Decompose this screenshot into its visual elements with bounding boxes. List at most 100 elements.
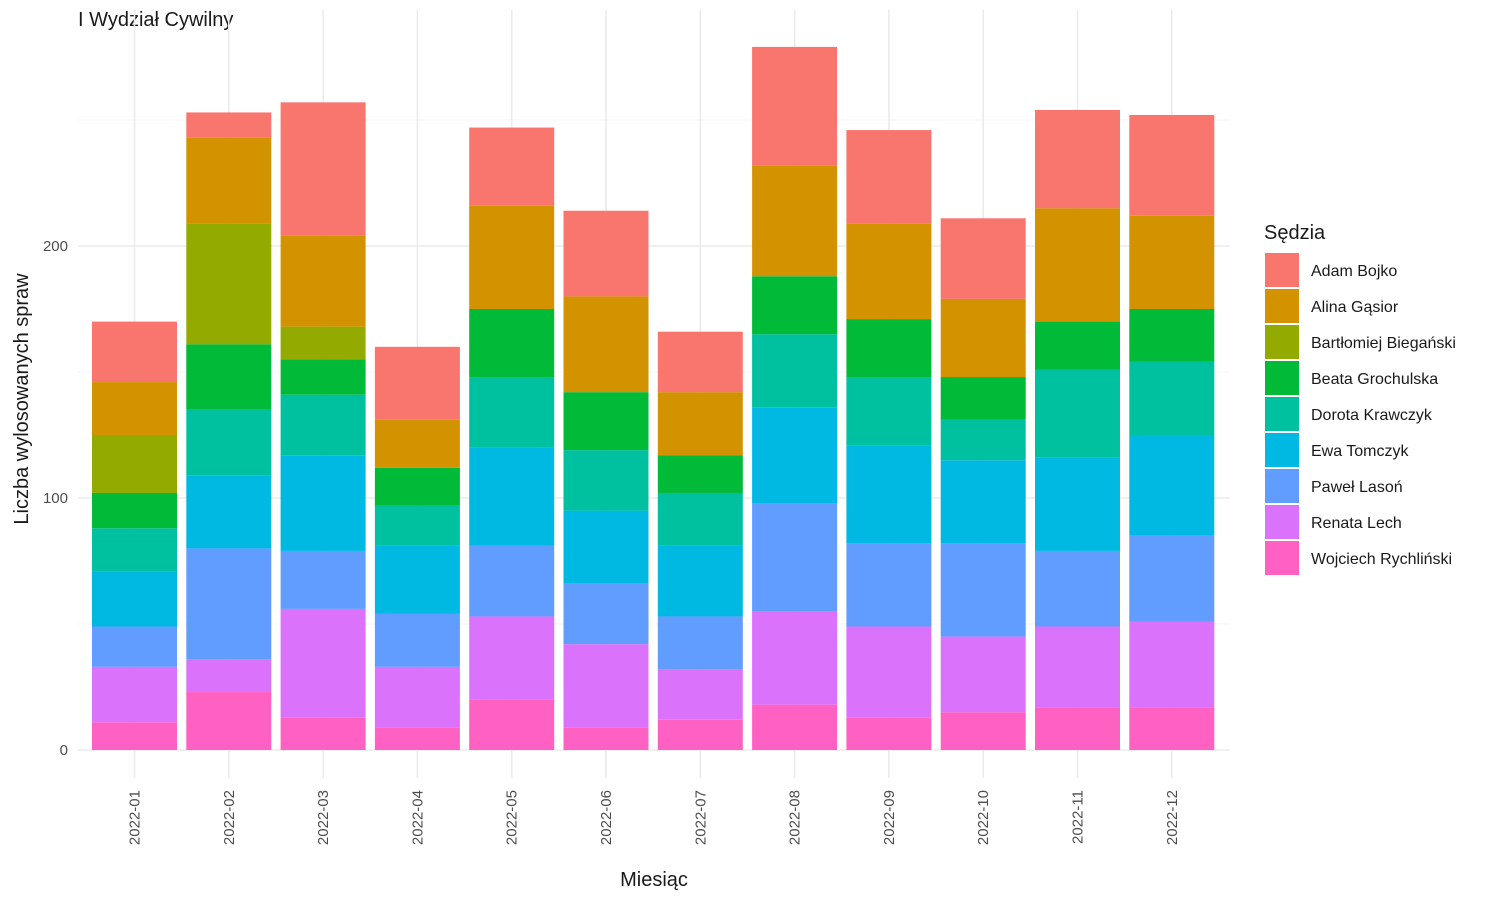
bar-segment: [92, 626, 177, 667]
bar-segment: [374, 666, 460, 728]
bar-segment: [846, 543, 932, 627]
x-tick-label: 2022-07: [692, 790, 709, 845]
legend-label: Alina Gąsior: [1311, 299, 1399, 316]
chart-title: I Wydział Cywilny: [78, 9, 233, 31]
bar-segment: [1129, 309, 1215, 362]
bar-segment: [846, 223, 932, 320]
bar-segment: [1129, 435, 1215, 536]
bar-segment: [563, 450, 649, 511]
legend-label: Beata Grochulska: [1311, 371, 1438, 388]
bar-segment: [1035, 707, 1120, 750]
bar-segment: [280, 235, 366, 327]
y-tick-label: 200: [43, 238, 68, 255]
bar-segment: [92, 722, 177, 750]
bar-segment: [186, 137, 272, 224]
bar-segment: [846, 130, 932, 224]
bar-segment: [657, 545, 743, 617]
bar-segment: [469, 377, 555, 448]
bar-segment: [1035, 208, 1120, 322]
bar-segment: [92, 492, 177, 529]
bar-segment: [940, 460, 1026, 544]
bar-segment: [280, 394, 366, 456]
bar-segment: [940, 419, 1026, 461]
bar-segment: [752, 704, 838, 750]
bar-segment: [469, 545, 555, 617]
legend-label: Wojciech Rychliński: [1311, 551, 1452, 568]
y-axis-ticks: 0 100 200: [43, 238, 68, 759]
bar-segment: [1129, 361, 1215, 435]
bar-segment: [374, 346, 460, 420]
bar-segment: [657, 616, 743, 670]
bar-segment: [563, 510, 649, 584]
x-axis-title: Miesiąc: [620, 869, 688, 891]
x-tick-label: 2022-01: [127, 790, 144, 845]
legend-label: Renata Lech: [1311, 515, 1402, 532]
bar-segment: [1035, 550, 1120, 627]
bar-segment: [469, 699, 555, 750]
bar-segment: [752, 46, 838, 166]
bar-segment: [186, 112, 272, 138]
y-axis-title: Liczba wylosowanych spraw: [11, 273, 33, 525]
bar-segment: [469, 205, 555, 309]
bar-segment: [657, 669, 743, 720]
bar-segment: [752, 276, 838, 335]
bar-segment: [563, 583, 649, 645]
bar-segment: [280, 455, 366, 551]
bar-segment: [940, 636, 1026, 713]
bar-segment: [657, 719, 743, 750]
x-tick-label: 2022-06: [598, 790, 615, 845]
bar-segment: [280, 359, 366, 395]
bar-segment: [92, 435, 177, 493]
legend-swatch: [1265, 469, 1299, 503]
bar-segment: [280, 326, 366, 360]
legend-label: Dorota Krawczyk: [1311, 407, 1433, 424]
legend-label: Adam Bojko: [1311, 263, 1397, 280]
bar-segment: [469, 616, 555, 700]
bar-segment: [374, 545, 460, 614]
legend-title: Sędzia: [1264, 222, 1326, 244]
bar-segment: [752, 334, 838, 408]
legend-label: Paweł Lasoń: [1311, 479, 1403, 496]
bar-segment: [1035, 626, 1120, 708]
bar-segment: [374, 419, 460, 468]
bar-segment: [563, 644, 649, 728]
x-tick-label: 2022-10: [975, 790, 992, 845]
bar-segment: [846, 445, 932, 544]
legend-swatch: [1265, 397, 1299, 431]
bar-segment: [280, 550, 366, 609]
bar-segment: [563, 392, 649, 451]
x-tick-label: 2022-11: [1070, 790, 1087, 844]
bar-segment: [657, 331, 743, 393]
bar-segment: [940, 377, 1026, 420]
legend-swatch: [1265, 289, 1299, 323]
bar-segment: [374, 727, 460, 750]
bar-segment: [469, 447, 555, 546]
bar-segment: [846, 319, 932, 378]
legend-swatch: [1265, 541, 1299, 575]
bar-segment: [1035, 369, 1120, 458]
legend-swatch: [1265, 325, 1299, 359]
bar-segment: [752, 165, 838, 277]
bar-segment: [846, 377, 932, 446]
x-tick-label: 2022-05: [504, 790, 521, 845]
bar-segment: [92, 382, 177, 435]
legend: Sędzia Adam Bojko Alina Gąsior Bartłomiej …: [1264, 222, 1456, 575]
y-tick-label: 100: [43, 490, 68, 507]
bars: [92, 46, 1215, 750]
bar-segment: [280, 608, 366, 718]
y-tick-label: 0: [60, 742, 68, 759]
bar-segment: [1129, 621, 1215, 708]
bar-segment: [374, 613, 460, 667]
bar-segment: [752, 611, 838, 705]
bar-segment: [752, 407, 838, 504]
x-tick-label: 2022-02: [221, 790, 238, 845]
bar-segment: [1035, 457, 1120, 551]
x-tick-label: 2022-08: [787, 790, 804, 845]
bar-segment: [92, 321, 177, 383]
legend-label: Ewa Tomczyk: [1311, 443, 1410, 460]
bar-segment: [1129, 215, 1215, 309]
bar-segment: [186, 223, 272, 345]
bar-segment: [374, 505, 460, 546]
bar-segment: [563, 210, 649, 297]
